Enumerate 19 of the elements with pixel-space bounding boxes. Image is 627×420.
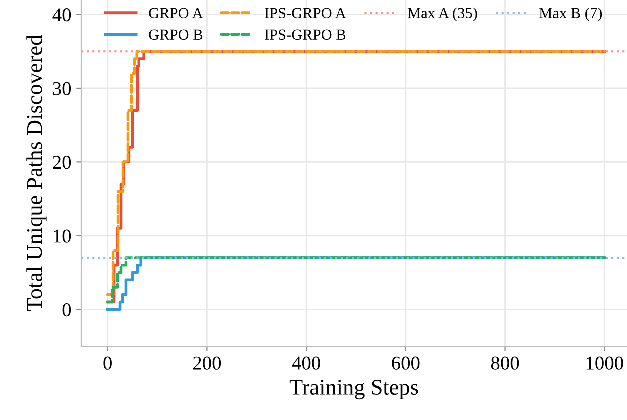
x-tick-label: 600 — [392, 356, 420, 370]
y-tick-label: 20 — [53, 156, 72, 170]
x-tick-label: 0 — [104, 356, 112, 370]
y-tick-label: 10 — [54, 230, 72, 243]
y-tick-label: 40 — [52, 8, 72, 22]
x-tick-label: 400 — [292, 356, 320, 370]
legend-label: Max A (35) — [408, 8, 478, 22]
legend-label: IPS-GRPO B — [265, 30, 346, 40]
legend-label: Max B (7) — [540, 8, 602, 22]
y-axis-title: Total Unique Paths Discovered — [26, 35, 47, 312]
x-tick-label: 800 — [491, 356, 520, 370]
legend-label: GRPO A — [149, 8, 204, 18]
x-tick-label: 200 — [193, 356, 222, 370]
x-axis-title: Training Steps — [290, 380, 418, 400]
legend-label: IPS-GRPO A — [265, 8, 346, 18]
y-tick-label: 0 — [62, 303, 72, 317]
y-tick-label: 30 — [53, 82, 72, 96]
legend-label: GRPO B — [149, 30, 203, 40]
x-tick-label: 1000 — [586, 356, 624, 370]
